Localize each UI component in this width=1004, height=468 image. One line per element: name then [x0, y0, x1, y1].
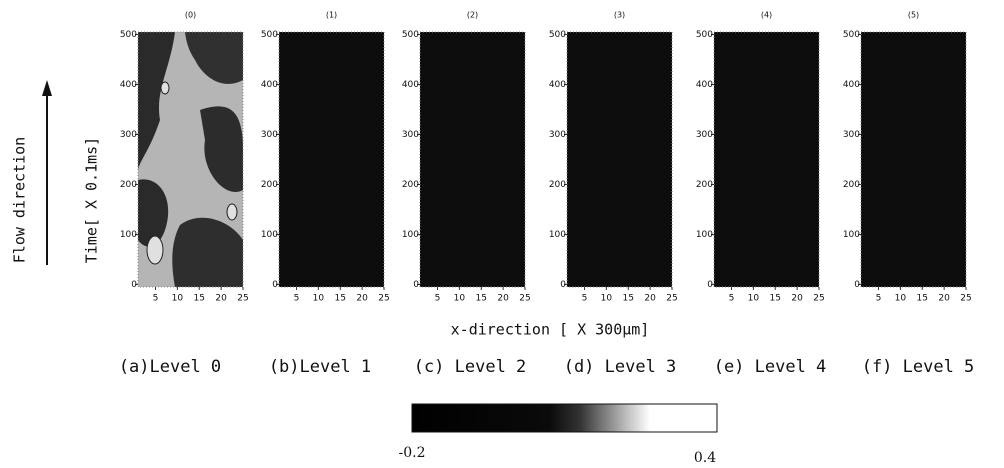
- x-tick-label: 15: [335, 294, 346, 304]
- x-tick-label: 25: [378, 294, 389, 304]
- x-tick-label: 10: [172, 294, 184, 304]
- x-tick-label: 10: [748, 294, 760, 304]
- colorbar-min: -0.2: [399, 445, 426, 461]
- y-tick-label: 0: [707, 280, 713, 290]
- heatmap-field: [714, 32, 819, 287]
- y-tick-label: 0: [131, 280, 137, 290]
- x-tick-label: 15: [917, 294, 928, 304]
- x-tick-label: 15: [770, 294, 781, 304]
- y-tick-label: 300: [120, 130, 137, 140]
- y-tick-label: 500: [696, 30, 713, 40]
- x-tick-label: 25: [813, 294, 824, 304]
- heatmap-field: [567, 32, 672, 287]
- x-tick-label: 10: [895, 294, 907, 304]
- x-tick-label: 15: [476, 294, 487, 304]
- heatmap-field: [420, 32, 525, 287]
- y-tick-label: 300: [402, 130, 419, 140]
- y-tick-label: 100: [261, 230, 278, 240]
- x-tick-label: 25: [237, 294, 248, 304]
- y-tick-label: 100: [120, 230, 137, 240]
- y-tick-label: 100: [402, 230, 419, 240]
- y-tick-label: 500: [120, 30, 137, 40]
- y-tick-label: 400: [549, 80, 566, 90]
- x-tick-label: 5: [729, 294, 735, 304]
- heatmap-field: [861, 32, 966, 287]
- y-tick-label: 0: [854, 280, 860, 290]
- y-tick-label: 300: [261, 130, 278, 140]
- y-tick-label: 500: [402, 30, 419, 40]
- x-tick-label: 25: [960, 294, 971, 304]
- x-tick-label: 5: [435, 294, 441, 304]
- panel-title: (2): [467, 11, 478, 20]
- panel-caption: (e) Level 4: [714, 357, 827, 377]
- x-tick-label: 10: [454, 294, 466, 304]
- y-tick-label: 400: [402, 80, 419, 90]
- y-tick-label: 0: [560, 280, 566, 290]
- x-tick-label: 20: [938, 294, 950, 304]
- y-tick-label: 400: [696, 80, 713, 90]
- x-tick-label: 10: [601, 294, 613, 304]
- x-tick-label: 25: [519, 294, 530, 304]
- y-tick-label: 200: [549, 180, 566, 190]
- x-tick-label: 20: [356, 294, 368, 304]
- y-tick-label: 500: [549, 30, 566, 40]
- colorbar-max: 0.4: [694, 450, 716, 466]
- panel-title: (5): [908, 11, 919, 20]
- y-tick-label: 300: [696, 130, 713, 140]
- x-tick-label: 5: [582, 294, 588, 304]
- flow-label: Flow direction: [11, 137, 29, 263]
- y-tick-label: 0: [413, 280, 419, 290]
- panel-caption: (a)Level 0: [119, 357, 221, 377]
- y-tick-label: 500: [261, 30, 278, 40]
- x-tick-label: 20: [644, 294, 656, 304]
- x-tick-label: 25: [666, 294, 677, 304]
- y-tick-label: 100: [549, 230, 566, 240]
- panel-title: (0): [185, 11, 196, 20]
- panel-caption: (b)Level 1: [269, 357, 371, 377]
- y-tick-label: 200: [402, 180, 419, 190]
- y-tick-label: 200: [696, 180, 713, 190]
- x-tick-label: 20: [215, 294, 227, 304]
- colorbar: [411, 403, 718, 433]
- heatmap-field: [279, 32, 384, 287]
- x-tick-label: 5: [876, 294, 882, 304]
- level0-texture: [138, 32, 243, 287]
- x-tick-label: 15: [194, 294, 205, 304]
- panel-title: (3): [614, 11, 625, 20]
- y-tick-label: 0: [272, 280, 278, 290]
- y-tick-label: 200: [843, 180, 860, 190]
- x-tick-label: 5: [153, 294, 159, 304]
- y-tick-label: 300: [549, 130, 566, 140]
- panel-title: (4): [761, 11, 772, 20]
- x-tick-label: 20: [791, 294, 803, 304]
- y-tick-label: 100: [843, 230, 860, 240]
- panel-title: (1): [326, 11, 337, 20]
- x-tick-label: 20: [497, 294, 509, 304]
- y-axis-label: Time[ X 0.1ms]: [83, 137, 101, 263]
- y-tick-label: 200: [261, 180, 278, 190]
- y-tick-label: 400: [120, 80, 137, 90]
- y-tick-label: 500: [843, 30, 860, 40]
- x-axis-label: x-direction [ X 300μm]: [451, 321, 650, 339]
- panel-caption: (f) Level 5: [862, 357, 975, 377]
- y-tick-label: 300: [843, 130, 860, 140]
- x-tick-label: 10: [313, 294, 325, 304]
- y-tick-label: 200: [120, 180, 137, 190]
- y-tick-label: 400: [843, 80, 860, 90]
- y-tick-label: 400: [261, 80, 278, 90]
- flow-arrow-head: [42, 80, 52, 96]
- y-tick-label: 100: [696, 230, 713, 240]
- panel-caption: (d) Level 3: [564, 357, 677, 377]
- x-tick-label: 15: [623, 294, 634, 304]
- panel-caption: (c) Level 2: [414, 357, 527, 377]
- x-tick-label: 5: [294, 294, 300, 304]
